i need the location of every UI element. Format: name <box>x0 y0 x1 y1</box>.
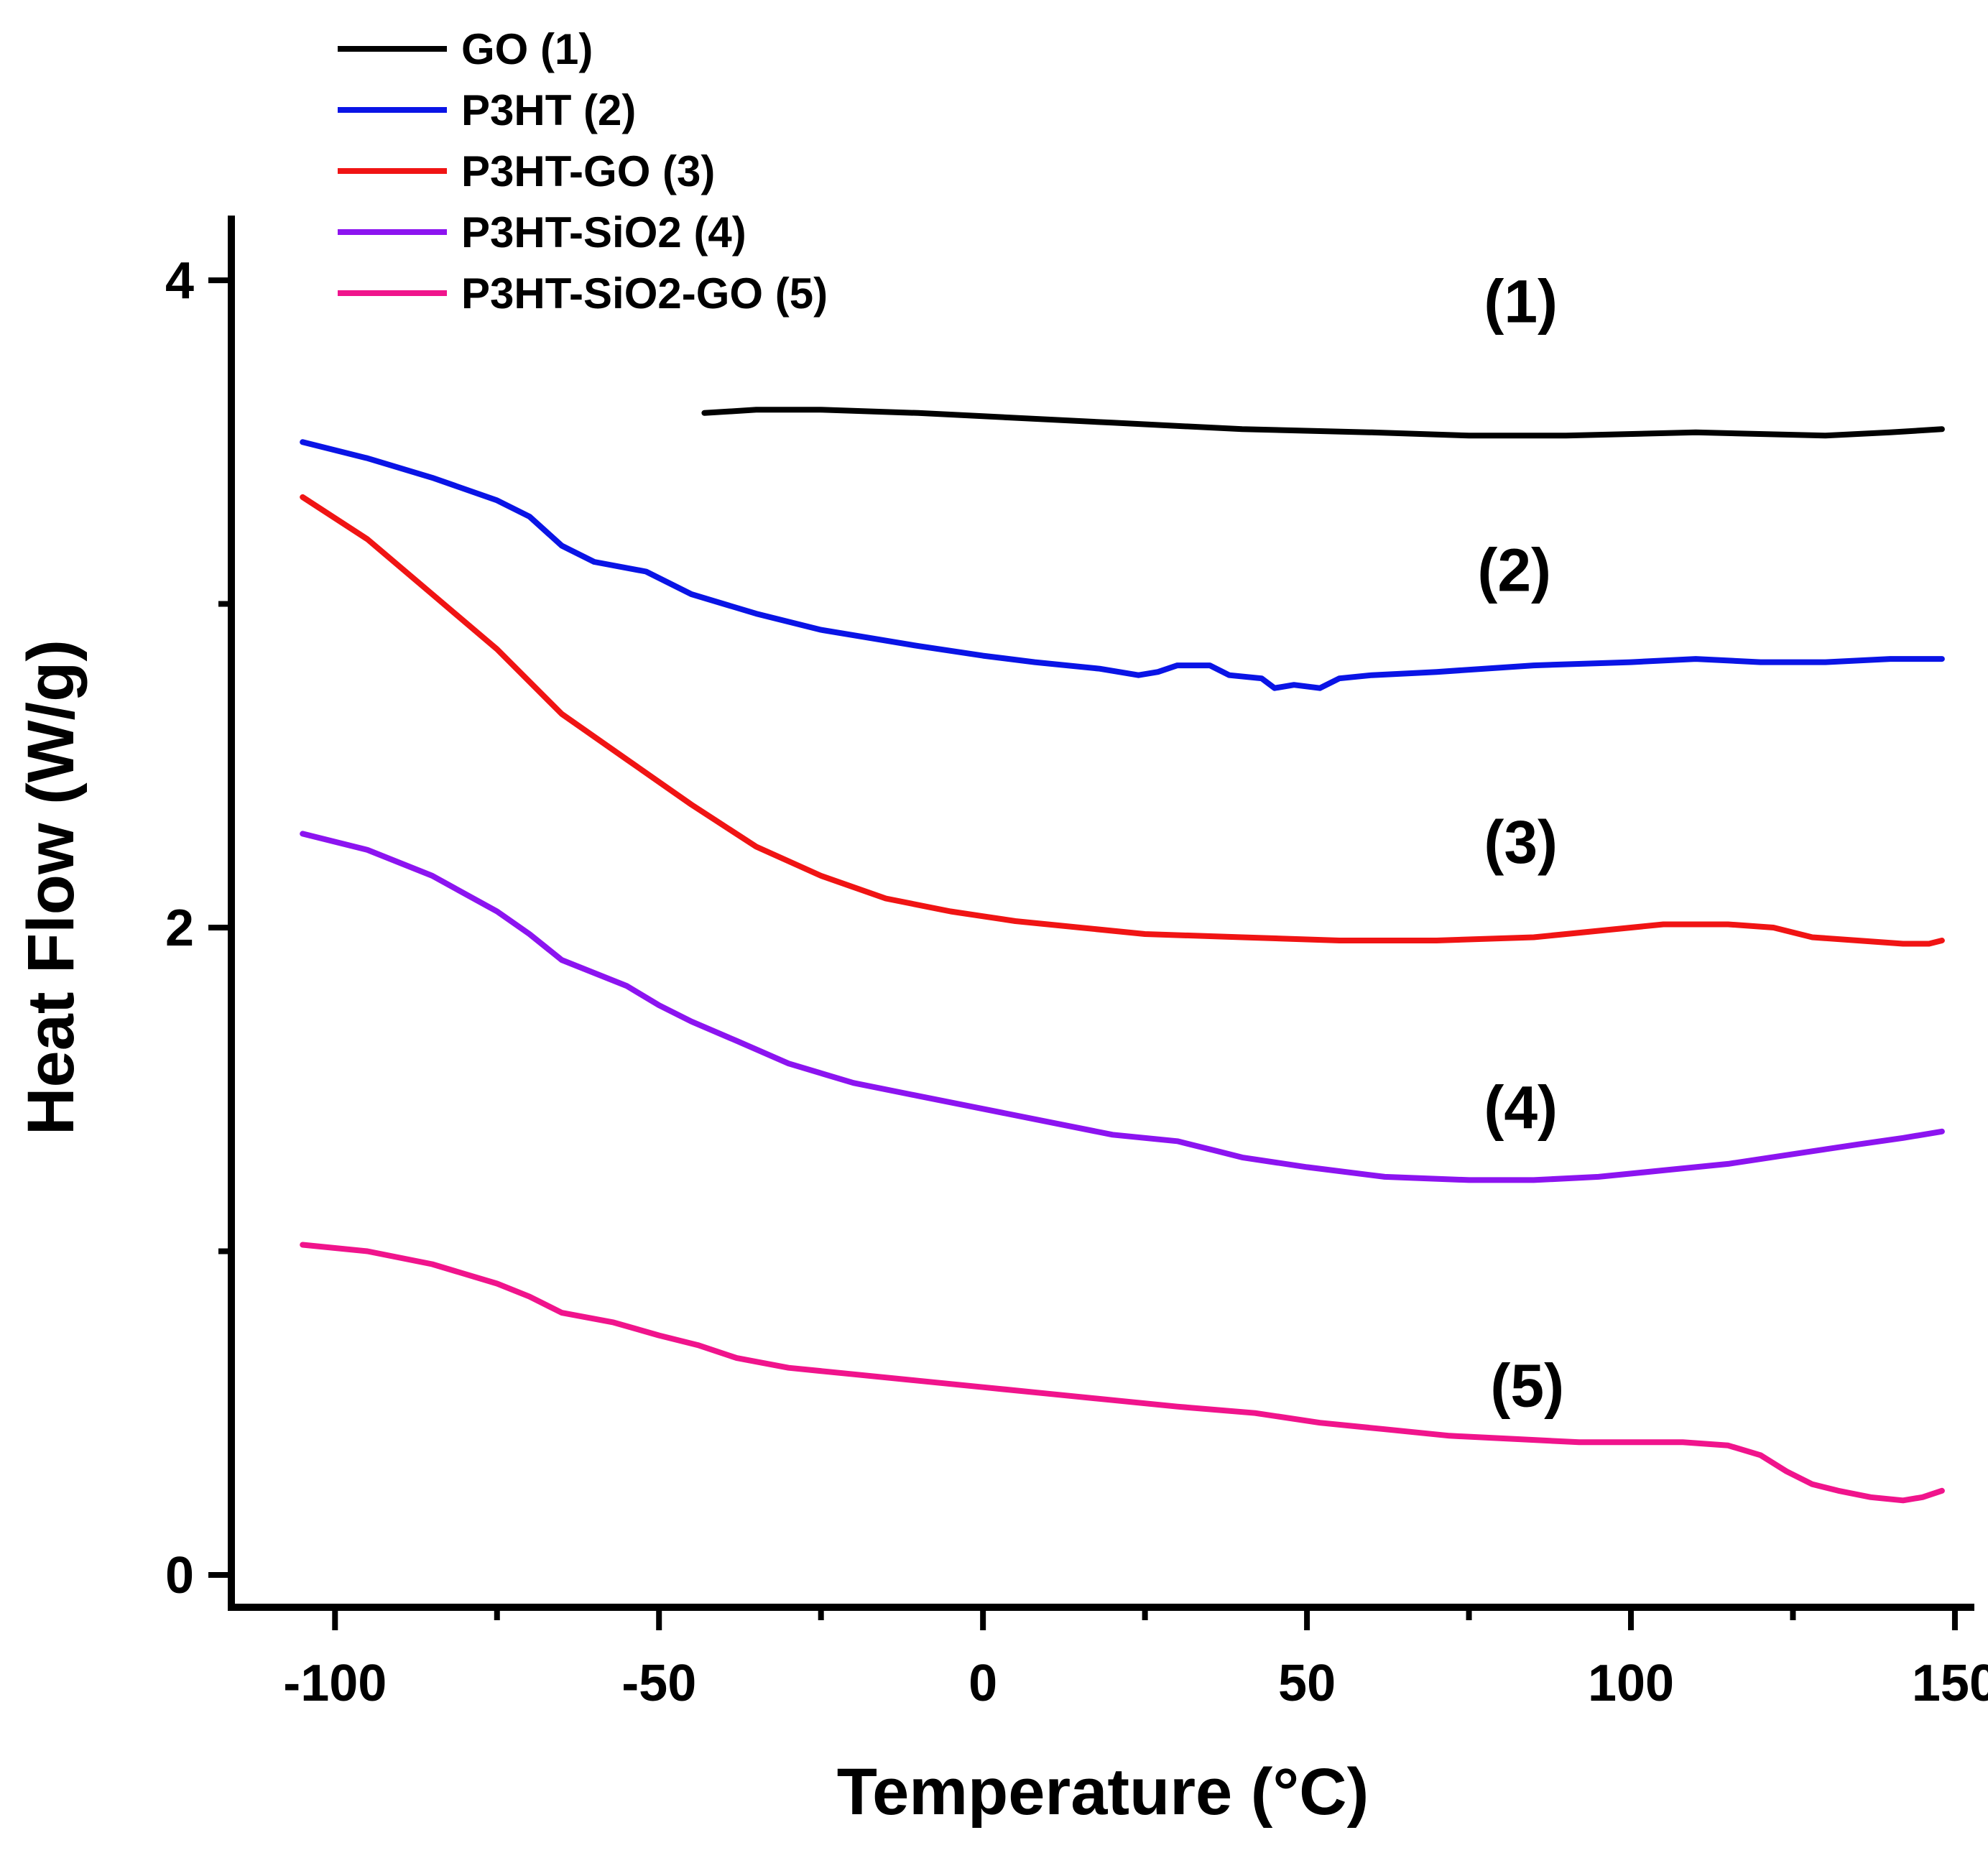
axes <box>228 216 1974 1611</box>
curve-label-5: (5) <box>1490 1352 1564 1420</box>
x-tick-label: -100 <box>283 1655 387 1712</box>
legend-label: P3HT-SiO2 (4) <box>461 208 746 257</box>
x-tick-label: 0 <box>968 1655 997 1712</box>
curve-label-4: (4) <box>1484 1073 1558 1141</box>
legend-label: GO (1) <box>461 25 593 73</box>
x-tick-label: 100 <box>1588 1655 1674 1712</box>
x-tick-label: -50 <box>621 1655 696 1712</box>
x-axis-title: Temperature (°C) <box>837 1755 1369 1829</box>
series-line-1 <box>701 407 1945 439</box>
ticks: -100 -50 0 50 100 150 0 2 4 <box>165 252 1988 1712</box>
y-tick-label: 4 <box>165 252 194 310</box>
curve-label-2: (2) <box>1477 537 1551 604</box>
y-tick-label: 0 <box>165 1547 194 1604</box>
legend: GO (1) P3HT (2) P3HT-GO (3) P3HT-SiO2 (4) P3… <box>338 25 828 318</box>
x-tick-label: 50 <box>1278 1655 1336 1712</box>
legend-label: P3HT-GO (3) <box>461 147 715 195</box>
series-line-3 <box>300 494 1945 947</box>
x-tick-label: 150 <box>1912 1655 1988 1712</box>
legend-label: P3HT-SiO2-GO (5) <box>461 269 828 318</box>
series-line-2 <box>300 439 1945 691</box>
series-line-5 <box>300 1242 1945 1504</box>
series-group <box>300 407 1945 1504</box>
legend-label: P3HT (2) <box>461 86 636 134</box>
series-line-4 <box>300 831 1945 1183</box>
y-tick-label: 2 <box>165 900 194 957</box>
curve-label-3: (3) <box>1484 808 1558 876</box>
curve-label-1: (1) <box>1484 268 1558 336</box>
y-axis-title: Heat Flow (W/g) <box>14 639 88 1135</box>
curve-annotations: (1) (2) (3) (4) (5) <box>1477 268 1564 1420</box>
